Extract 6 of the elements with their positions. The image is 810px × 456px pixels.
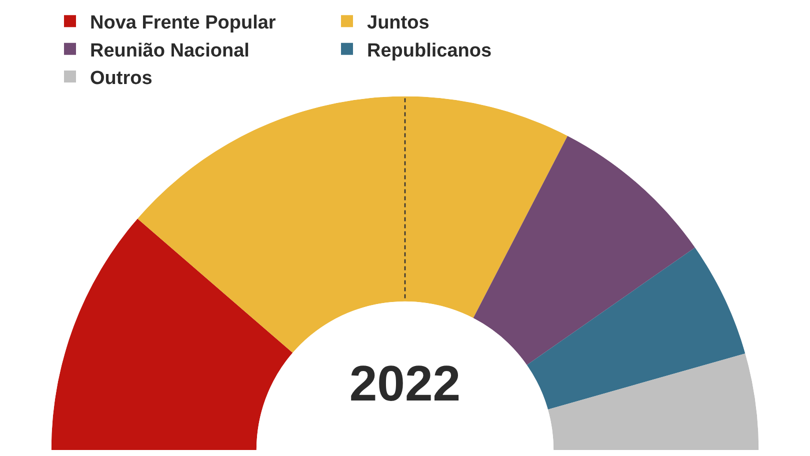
legend-label: Nova Frente Popular bbox=[90, 12, 276, 34]
legend-label: Reunião Nacional bbox=[90, 40, 250, 62]
legend-label: Republicanos bbox=[367, 40, 492, 62]
text: 2022 bbox=[349, 356, 461, 412]
legend-label: Juntos bbox=[367, 12, 430, 34]
legend-label: Outros bbox=[90, 68, 152, 89]
